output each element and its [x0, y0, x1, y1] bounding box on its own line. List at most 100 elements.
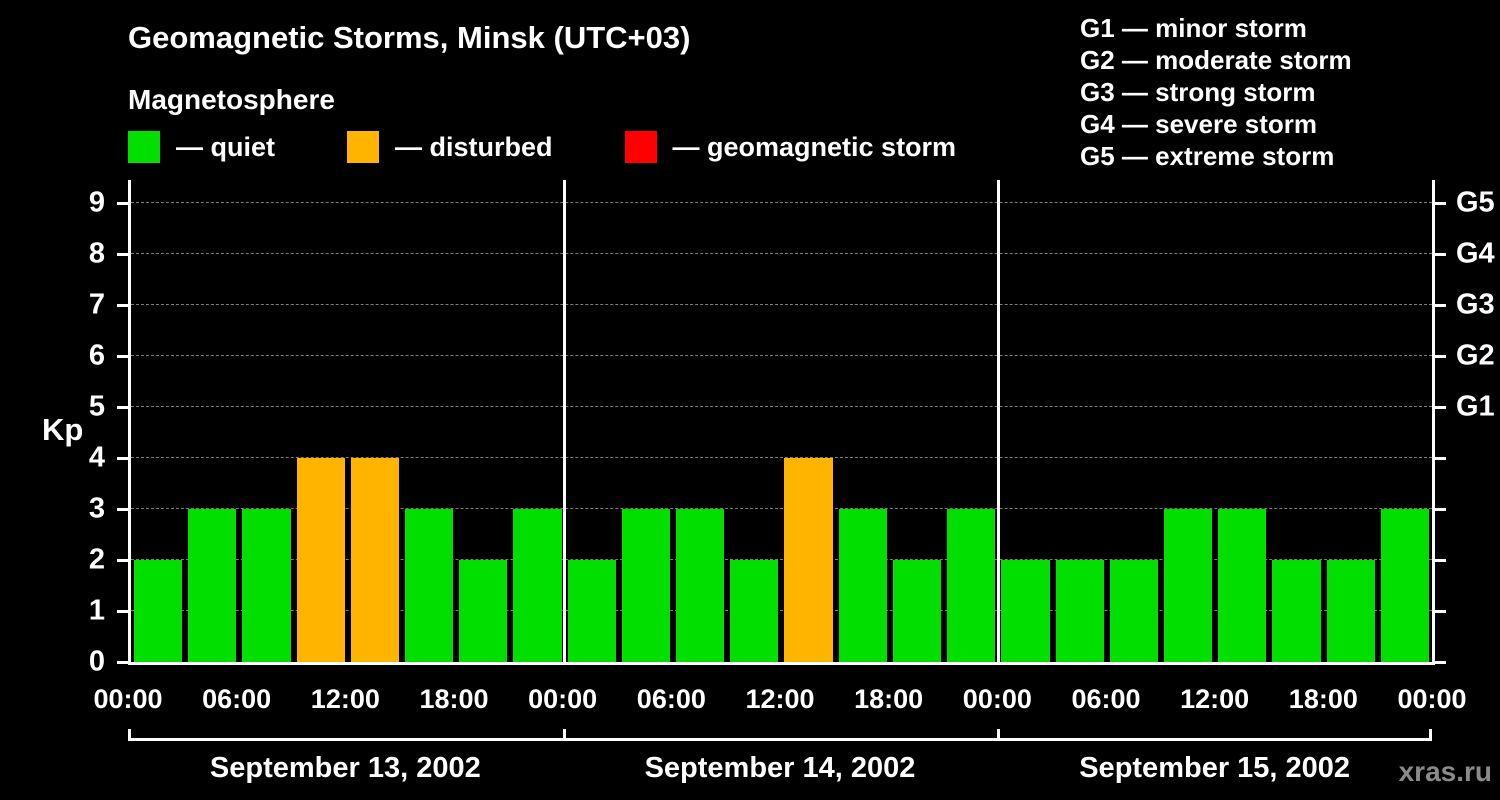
time-tick-label: 06:00	[636, 684, 706, 714]
kp-bar	[947, 509, 996, 662]
kp-bar	[459, 560, 508, 662]
kp-bar	[1272, 560, 1321, 662]
y-axis-tick	[117, 303, 131, 307]
g-scale-axis-label: G1	[1456, 390, 1495, 423]
right-axis-tick	[1432, 405, 1446, 409]
gridline	[131, 457, 1432, 458]
day-divider	[996, 180, 1000, 662]
kp-level-legend: — quiet — disturbed — geomagnetic storm	[128, 131, 1028, 163]
time-tick-label: 06:00	[1071, 684, 1141, 714]
disturbed-swatch-icon	[347, 131, 379, 163]
date-label: September 14, 2002	[644, 752, 916, 784]
y-tick-label: 9	[88, 186, 105, 219]
y-axis-tick	[117, 456, 131, 460]
kp-bar	[784, 458, 833, 662]
gridline	[131, 508, 1432, 509]
days-container	[131, 180, 1432, 662]
y-tick-label: 2	[88, 543, 105, 576]
kp-bar	[838, 509, 887, 662]
right-axis-tick	[1432, 507, 1446, 511]
right-axis-tick	[1432, 660, 1446, 664]
bracket-tick	[128, 729, 131, 741]
kp-bar	[350, 458, 400, 662]
gridline	[131, 304, 1432, 305]
g-scale-legend-line: G4 — severe storm	[1080, 109, 1318, 139]
y-axis-tick	[117, 252, 131, 256]
kp-bar	[567, 560, 616, 662]
legend-item: — geomagnetic storm	[624, 131, 957, 163]
g-scale-legend: G1 — minor storm G2 — moderate storm G3 — …	[1080, 12, 1352, 172]
kp-bar	[1218, 509, 1267, 662]
g-scale-legend-line: G2 — moderate storm	[1080, 45, 1352, 75]
y-axis-tick	[117, 660, 131, 664]
x-axis-time-labels: 00:00 06:00 12:00 18:00 00:00 06:00 12:00 18:00…	[93, 684, 1466, 718]
right-axis-tick	[1432, 354, 1446, 358]
legend-item-label: — geomagnetic storm	[672, 131, 957, 162]
date-bracket	[128, 729, 1432, 741]
y-tick-label: 8	[88, 237, 105, 270]
kp-bar	[405, 509, 454, 662]
bracket-tick	[1429, 729, 1432, 741]
right-axis-tick	[1432, 558, 1446, 562]
kp-bar	[730, 560, 779, 662]
storm-swatch-icon	[624, 131, 657, 163]
date-labels: September 13, 2002 September 14, 2002 Sept…	[128, 752, 1432, 792]
kp-bar	[1001, 560, 1050, 662]
y-axis-tick	[117, 201, 131, 205]
bracket-tick	[562, 729, 566, 741]
kp-bar	[1163, 509, 1213, 662]
legend-item: — disturbed	[347, 131, 553, 163]
day-divider	[563, 180, 567, 662]
y-tick-label: 6	[88, 339, 105, 372]
y-axis-tick	[117, 405, 131, 409]
g-scale-axis-label: G2	[1456, 339, 1495, 372]
g-scale-axis-label: G5	[1456, 186, 1495, 219]
right-axis-tick	[1432, 303, 1446, 307]
y-tick-label: 0	[88, 645, 105, 678]
time-tick-label: 12:00	[310, 684, 380, 714]
kp-bar	[676, 509, 725, 662]
kp-bar	[1326, 560, 1375, 662]
y-axis-tick	[117, 609, 131, 613]
time-tick-label: 18:00	[419, 684, 489, 714]
time-tick-label: 00:00	[528, 684, 598, 714]
kp-bar	[296, 458, 345, 662]
time-tick-label: 12:00	[745, 684, 815, 714]
y-tick-label: 7	[88, 288, 105, 321]
time-tick-label: 00:00	[1397, 684, 1467, 714]
legend-item: — quiet	[128, 131, 275, 163]
legend-item-label: — disturbed	[395, 131, 553, 162]
time-tick-label: 06:00	[202, 684, 272, 714]
kp-bar	[134, 560, 183, 662]
quiet-swatch-icon	[128, 131, 160, 163]
gridline	[131, 355, 1432, 356]
g-scale-axis-label: G4	[1456, 237, 1495, 270]
g-scale-legend-line: G1 — minor storm	[1080, 13, 1307, 43]
time-tick-label: 12:00	[1180, 684, 1250, 714]
time-tick-label: 18:00	[854, 684, 924, 714]
y-tick-label: 5	[88, 390, 105, 423]
gridline	[131, 610, 1432, 611]
y-axis-tick	[117, 558, 131, 562]
y-tick-label: 1	[88, 594, 105, 627]
g-scale-legend-line: G3 — strong storm	[1080, 77, 1316, 107]
time-tick-label: 18:00	[1288, 684, 1358, 714]
kp-bar	[1055, 560, 1104, 662]
y-axis-label: Kp	[42, 412, 84, 447]
right-axis-tick	[1432, 201, 1446, 205]
day-group	[131, 180, 565, 662]
date-label: September 15, 2002	[1079, 752, 1351, 784]
date-label: September 13, 2002	[209, 752, 481, 784]
gridline	[131, 253, 1432, 254]
time-tick-label: 00:00	[962, 684, 1032, 714]
gridline	[131, 406, 1432, 407]
y-axis-tick	[117, 354, 131, 358]
kp-bar	[1109, 560, 1158, 662]
right-axis-tick	[1432, 456, 1446, 460]
right-axis-tick	[1432, 609, 1446, 613]
day-group	[998, 180, 1432, 662]
gridline	[131, 202, 1432, 203]
kp-bar	[188, 509, 237, 662]
legend-item-label: — quiet	[176, 131, 275, 162]
